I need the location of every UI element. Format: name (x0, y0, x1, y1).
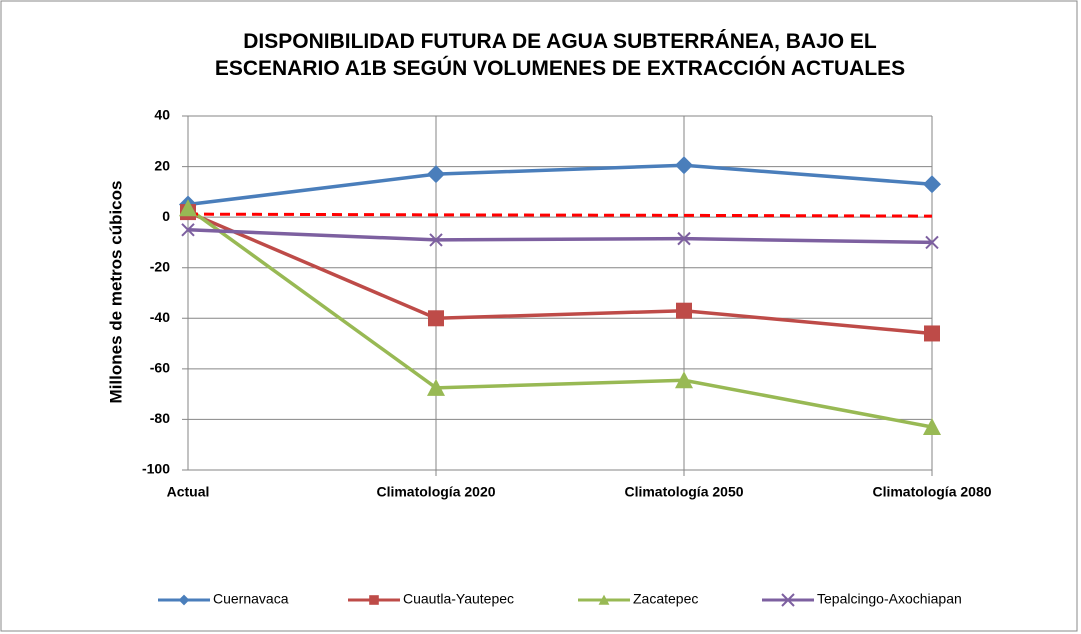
legend-item: Zacatepec (578, 591, 698, 607)
y-tick-label: -40 (150, 309, 170, 325)
x-tick-label: Climatología 2050 (624, 484, 743, 500)
data-point (675, 156, 693, 175)
data-point (923, 175, 941, 194)
legend-label: Zacatepec (633, 591, 698, 607)
data-point (923, 418, 941, 436)
data-point (924, 325, 940, 342)
y-tick-label: 0 (162, 208, 170, 224)
data-point (925, 235, 939, 250)
series-line (187, 228, 933, 245)
legend-marker (369, 595, 379, 605)
data-point (428, 310, 444, 327)
y-tick-label: -80 (150, 410, 170, 426)
series-line (187, 210, 933, 336)
legend-label: Cuautla-Yautepec (403, 591, 514, 607)
y-axis-label: Millones de metros cúbicos (106, 181, 125, 404)
data-point (427, 378, 445, 396)
legend-item: Cuernavaca (158, 591, 289, 607)
data-point (179, 199, 197, 217)
legend-label: Cuernavaca (213, 591, 289, 607)
y-tick-label: -60 (150, 360, 170, 376)
legend-marker (781, 593, 795, 607)
legend-item: Tepalcingo-Axochiapan (762, 591, 962, 607)
legend-item: Cuautla-Yautepec (348, 591, 514, 607)
y-tick-label: -100 (142, 461, 170, 477)
x-tick-label: Climatología 2080 (872, 484, 991, 500)
y-tick-label: -20 (150, 258, 170, 274)
chart-title: DISPONIBILIDAD FUTURA DE AGUA SUBTERRÁNE… (215, 30, 905, 80)
series-line (187, 163, 933, 207)
legend-marker (178, 594, 190, 606)
y-tick-label: 20 (154, 157, 170, 173)
legend-marker (598, 594, 610, 605)
y-tick-label: 40 (154, 107, 170, 123)
series-line (186, 206, 933, 429)
x-tick-label: Actual (167, 484, 210, 500)
legend-label: Tepalcingo-Axochiapan (817, 591, 962, 607)
x-tick-label: Climatología 2020 (376, 484, 495, 500)
data-point (676, 302, 692, 319)
data-point (675, 371, 693, 389)
data-point (429, 233, 443, 247)
reference-line (187, 212, 933, 218)
data-point (427, 165, 445, 184)
data-point (181, 223, 195, 237)
data-point (677, 231, 691, 246)
